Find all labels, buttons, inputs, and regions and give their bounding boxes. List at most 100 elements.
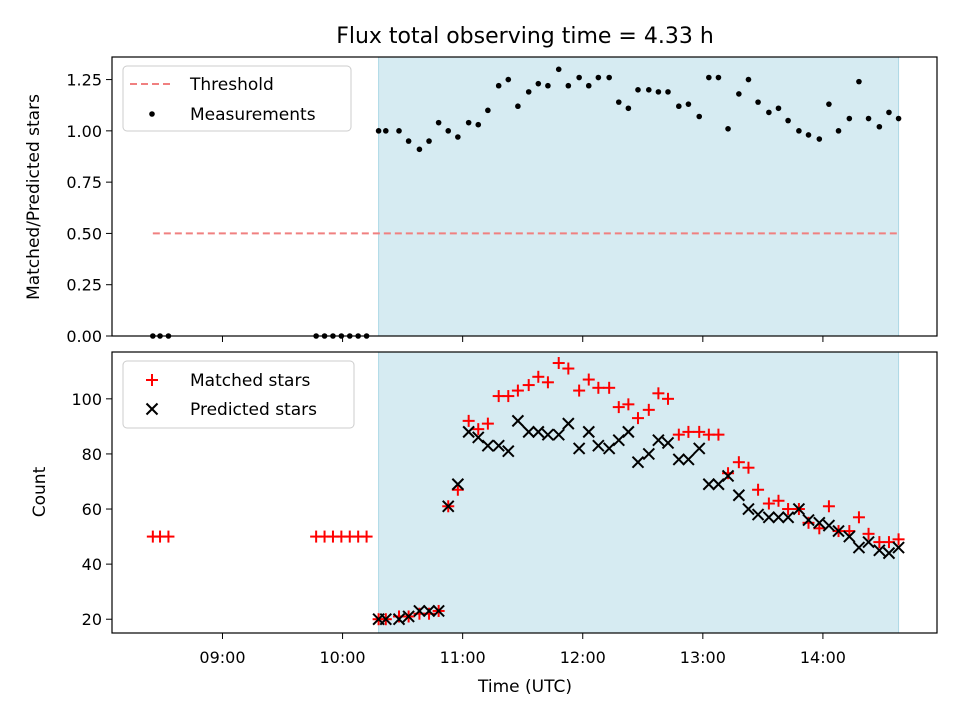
measurement-point [435,119,442,126]
legend-frame [122,360,355,429]
predicted-star-point [873,544,886,557]
cross-stroke-b [661,436,675,450]
matched-star-point [612,401,625,414]
cross-stroke-b [742,502,755,516]
measurement-point [895,115,902,122]
predicted-star-point [751,508,765,521]
cross-stroke-b [532,425,545,439]
predicted-star-point [852,541,866,554]
cross-stroke-b [552,428,565,441]
predicted-star-point [432,604,445,618]
measurement-point [826,101,832,107]
matched-star-point [772,494,785,507]
chart-title: Flux total observing time = 4.33 h [336,24,714,49]
predicted-star-point [422,604,436,618]
matched-star-point [693,425,706,438]
matched-star-point [712,428,725,441]
matched-star-point [522,379,535,392]
cross-stroke-b [832,524,845,538]
matched-star-point [472,423,485,436]
cross-stroke-b [882,546,896,560]
cross-stroke-b [892,541,905,554]
matched-star-point [481,417,494,430]
cross-stroke-b [802,513,815,527]
y-tick-label: 0.50 [66,224,102,243]
y-tick-label: 80 [82,445,102,464]
measurement-point [426,138,432,144]
predicted-star-point [562,417,575,430]
legend-matched-label: Matched stars [190,371,310,391]
measurement-point [785,117,791,124]
predicted-star-point [661,436,675,450]
legend-bottom: Matched stars Predicted stars [122,360,355,429]
predicted-star-point [702,478,716,491]
measurement-point [685,101,692,107]
predicted-star-point [693,442,706,455]
matched-star-point [562,362,575,375]
cross-stroke-b [721,469,735,483]
cross-stroke-b [732,489,746,502]
measurement-point [736,91,742,97]
predicted-star-point [721,469,735,483]
cross-stroke-b [472,431,485,444]
cross-stroke-b [772,511,785,524]
matched-star-point [882,536,895,549]
measurement-point [535,80,542,87]
matched-star-point [662,392,675,405]
matched-star-point [360,530,373,543]
matched-star-point [502,390,515,403]
lower-y-axis-label: Count [30,466,50,517]
cross-stroke-b [862,535,875,549]
matched-star-point [592,381,605,394]
lower-plot: 20 40 60 80 100 09:00 10:00 11:00 12:00 13:00 14:0… [71,351,938,667]
measurement-point [405,138,412,144]
measurement-point [576,74,582,81]
measurement-point [706,74,712,81]
cross-stroke-b [451,478,465,491]
observing-window-span [378,56,900,337]
y-tick-label: 0.25 [66,276,102,295]
cross-stroke-b [702,478,716,491]
cross-stroke-b [592,439,605,452]
measurement-point [846,115,853,122]
predicted-star-point [392,613,406,626]
measurement-point [545,82,551,89]
matched-star-point [843,525,856,538]
predicted-star-point [442,500,455,513]
predicted-star-point [379,613,393,626]
matched-star-point [162,530,175,543]
predicted-star-point [532,425,545,439]
predicted-star-point [832,524,845,538]
x-tick-label: 12:00 [560,648,606,667]
cross-stroke-b [622,425,635,439]
measurement-point [382,128,389,134]
predicted-star-point [772,511,785,524]
observing-window-span [378,351,900,634]
predicted-star-point [402,610,415,623]
cross-stroke-b [642,447,655,461]
x-tick-label: 14:00 [800,648,846,667]
measurement-point [455,134,461,140]
cross-stroke-b [502,444,515,458]
measurement-point [505,76,512,83]
predicted-star-point [862,535,875,549]
matched-star-point [603,381,616,394]
measurement-point [796,128,802,134]
cross-stroke-b [402,610,415,623]
measurement-point [485,107,491,114]
y-tick-label: 0.00 [66,327,102,346]
predicted-star-point [552,428,565,441]
predicted-star-point [822,519,836,532]
predicted-star-point [882,546,896,560]
matched-star-point [552,357,565,370]
predicted-star-point [631,455,645,469]
cross-stroke-b [572,442,586,455]
cross-stroke-b [379,613,393,626]
cross-stroke-b [631,455,645,469]
matched-star-point [462,414,475,427]
cross-stroke-b [422,604,436,618]
x-tick-label: 09:00 [199,648,245,667]
matched-star-point [642,403,655,416]
cross-stroke-b [781,511,795,524]
